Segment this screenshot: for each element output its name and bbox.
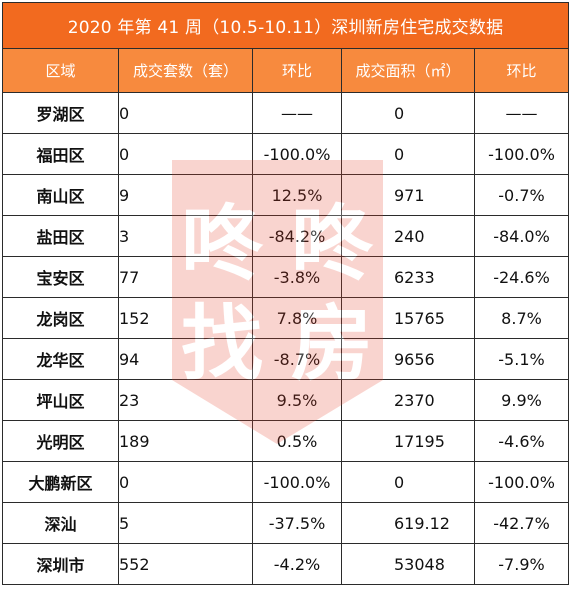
region-cell: 大鹏新区 bbox=[2, 461, 119, 503]
units-change-cell: -84.2% bbox=[252, 215, 342, 257]
title-row: 2020 年第 41 周（10.5-10.11）深圳新房住宅成交数据 bbox=[2, 2, 569, 49]
units-cell: 552 bbox=[118, 543, 253, 585]
units-change-cell: 9.5% bbox=[252, 379, 342, 421]
region-cell: 南山区 bbox=[2, 174, 119, 216]
region-cell: 坪山区 bbox=[2, 379, 119, 421]
table-row: 福田区 0 -100.0% 0 -100.0% bbox=[2, 133, 569, 175]
units-cell: 94 bbox=[118, 338, 253, 380]
area-change-cell: -4.6% bbox=[474, 420, 569, 462]
units-change-cell: 7.8% bbox=[252, 297, 342, 339]
area-cell: 6233 bbox=[341, 256, 475, 298]
area-cell: 0 bbox=[341, 461, 475, 503]
units-cell: 0 bbox=[118, 92, 253, 134]
area-cell: 2370 bbox=[341, 379, 475, 421]
area-cell: 0 bbox=[341, 92, 475, 134]
area-cell: 53048 bbox=[341, 543, 475, 585]
units-cell: 9 bbox=[118, 174, 253, 216]
area-change-cell: -100.0% bbox=[474, 133, 569, 175]
region-cell: 龙岗区 bbox=[2, 297, 119, 339]
table-row: 宝安区 77 -3.8% 6233 -24.6% bbox=[2, 256, 569, 298]
units-cell: 152 bbox=[118, 297, 253, 339]
area-cell: 971 bbox=[341, 174, 475, 216]
region-cell: 深汕 bbox=[2, 502, 119, 544]
area-change-cell: -24.6% bbox=[474, 256, 569, 298]
region-cell: 福田区 bbox=[2, 133, 119, 175]
units-change-cell: 0.5% bbox=[252, 420, 342, 462]
units-cell: 0 bbox=[118, 461, 253, 503]
region-cell: 光明区 bbox=[2, 420, 119, 462]
units-change-cell: 12.5% bbox=[252, 174, 342, 216]
table-row: 罗湖区 0 —— 0 —— bbox=[2, 92, 569, 134]
units-change-cell: -8.7% bbox=[252, 338, 342, 380]
area-cell: 0 bbox=[341, 133, 475, 175]
units-change-cell: -3.8% bbox=[252, 256, 342, 298]
header-row: 区域 成交套数（套） 环比 成交面积（㎡） 环比 bbox=[2, 48, 569, 93]
area-change-cell: -100.0% bbox=[474, 461, 569, 503]
units-cell: 5 bbox=[118, 502, 253, 544]
header-region: 区域 bbox=[2, 48, 119, 93]
table-row: 龙华区 94 -8.7% 9656 -5.1% bbox=[2, 338, 569, 380]
table-title: 2020 年第 41 周（10.5-10.11）深圳新房住宅成交数据 bbox=[2, 2, 569, 49]
units-cell: 23 bbox=[118, 379, 253, 421]
table-row: 深汕 5 -37.5% 619.12 -42.7% bbox=[2, 502, 569, 544]
region-cell: 盐田区 bbox=[2, 215, 119, 257]
region-cell: 深圳市 bbox=[2, 543, 119, 585]
area-change-cell: —— bbox=[474, 92, 569, 134]
region-cell: 龙华区 bbox=[2, 338, 119, 380]
area-cell: 240 bbox=[341, 215, 475, 257]
table-row: 深圳市 552 -4.2% 53048 -7.9% bbox=[2, 543, 569, 585]
region-cell: 宝安区 bbox=[2, 256, 119, 298]
area-change-cell: -42.7% bbox=[474, 502, 569, 544]
area-change-cell: -0.7% bbox=[474, 174, 569, 216]
housing-transactions-table: 2020 年第 41 周（10.5-10.11）深圳新房住宅成交数据 区域 成交… bbox=[2, 2, 569, 585]
units-cell: 0 bbox=[118, 133, 253, 175]
table-row: 龙岗区 152 7.8% 15765 8.7% bbox=[2, 297, 569, 339]
area-cell: 15765 bbox=[341, 297, 475, 339]
region-cell: 罗湖区 bbox=[2, 92, 119, 134]
table-row: 盐田区 3 -84.2% 240 -84.0% bbox=[2, 215, 569, 257]
table-row: 南山区 9 12.5% 971 -0.7% bbox=[2, 174, 569, 216]
units-cell: 77 bbox=[118, 256, 253, 298]
area-cell: 619.12 bbox=[341, 502, 475, 544]
area-change-cell: 9.9% bbox=[474, 379, 569, 421]
header-units: 成交套数（套） bbox=[118, 48, 253, 93]
area-change-cell: -84.0% bbox=[474, 215, 569, 257]
units-change-cell: -100.0% bbox=[252, 133, 342, 175]
table-row: 坪山区 23 9.5% 2370 9.9% bbox=[2, 379, 569, 421]
table-row: 光明区 189 0.5% 17195 -4.6% bbox=[2, 420, 569, 462]
header-units-change: 环比 bbox=[252, 48, 342, 93]
table-row: 大鹏新区 0 -100.0% 0 -100.0% bbox=[2, 461, 569, 503]
area-change-cell: -5.1% bbox=[474, 338, 569, 380]
header-area-change: 环比 bbox=[474, 48, 569, 93]
table-container: 2020 年第 41 周（10.5-10.11）深圳新房住宅成交数据 区域 成交… bbox=[2, 2, 569, 585]
header-area: 成交面积（㎡） bbox=[341, 48, 475, 93]
area-change-cell: 8.7% bbox=[474, 297, 569, 339]
units-cell: 189 bbox=[118, 420, 253, 462]
units-change-cell: —— bbox=[252, 92, 342, 134]
area-cell: 9656 bbox=[341, 338, 475, 380]
units-change-cell: -37.5% bbox=[252, 502, 342, 544]
units-change-cell: -4.2% bbox=[252, 543, 342, 585]
units-change-cell: -100.0% bbox=[252, 461, 342, 503]
area-change-cell: -7.9% bbox=[474, 543, 569, 585]
area-cell: 17195 bbox=[341, 420, 475, 462]
units-cell: 3 bbox=[118, 215, 253, 257]
